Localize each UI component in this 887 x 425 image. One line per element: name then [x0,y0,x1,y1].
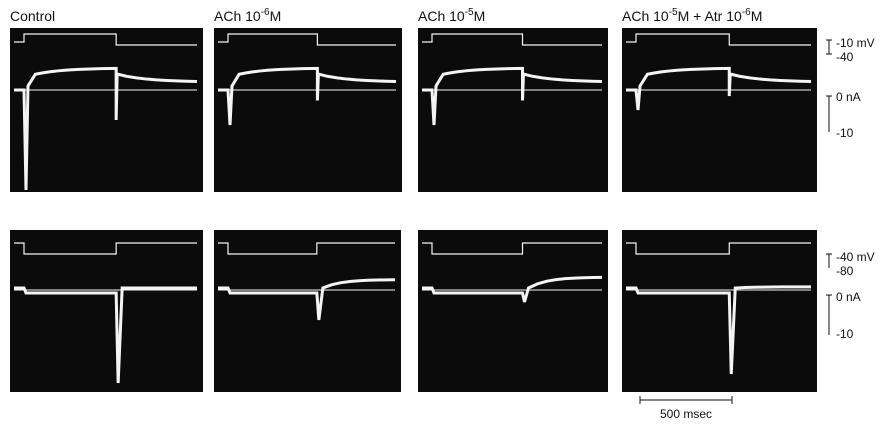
current-bracket [826,96,832,132]
oscilloscope-panel [622,28,817,192]
header-text: M [270,8,282,24]
oscilloscope-panel [10,28,203,192]
panels [10,28,817,392]
header-text: ACh 10 [214,8,261,24]
calibration-bottom [826,254,832,335]
oscilloscope-panel [418,28,608,192]
header-text: Control [10,8,55,24]
time-scale-bar [640,396,732,404]
header-text: M + Atr 10 [678,8,742,24]
cal-label: -10 mV [836,36,875,50]
voltage-bracket [826,40,832,54]
calibration-top [826,40,832,132]
header-text: ACh 10 [418,8,465,24]
oscilloscope-panel [214,28,402,192]
cal-label: -40 [836,50,854,64]
cal-label: 0 nA [836,90,861,104]
column-header: Control [10,8,55,24]
column-headers: Control ACh 10-6M ACh 10-5M ACh 10-5M + Atr… [10,7,762,24]
current-bracket [826,295,832,335]
header-text: ACh 10 [622,8,669,24]
cal-label: 0 nA [836,290,861,304]
column-header: ACh 10-5M + Atr 10-6M [622,7,762,24]
voltage-bracket [826,254,832,268]
cal-label: -80 [836,264,854,278]
time-scale-label: 500 msec [660,407,712,421]
header-text: M [751,8,763,24]
cal-label: -10 [836,126,854,140]
column-header: ACh 10-6M [214,7,281,24]
header-text: M [474,8,486,24]
column-header: ACh 10-5M [418,7,485,24]
cal-label: -40 mV [836,250,875,264]
figure: Control ACh 10-6M ACh 10-5M ACh 10-5M + Atr… [0,0,887,425]
cal-label: -10 [836,327,854,341]
